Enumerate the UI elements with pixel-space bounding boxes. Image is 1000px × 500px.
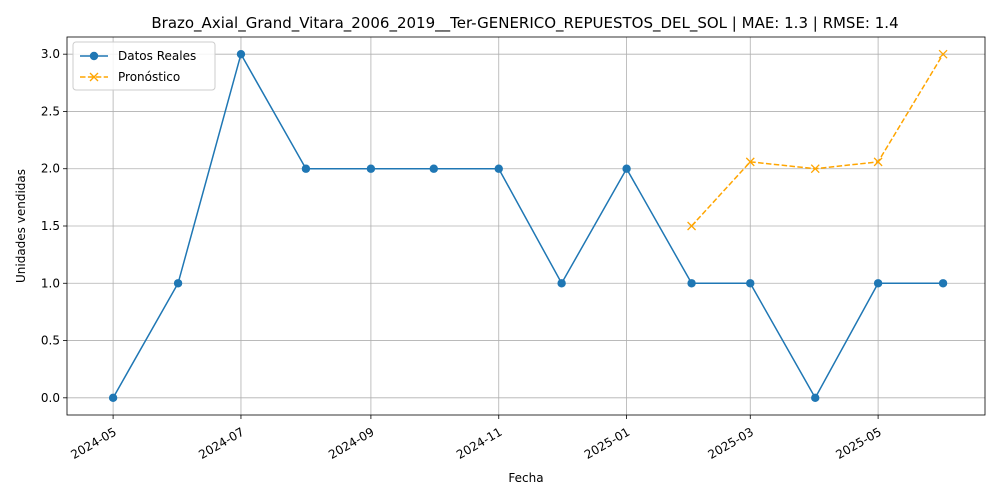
series-line-pron-stico — [691, 53, 944, 227]
series-layer — [108, 49, 948, 403]
data-point-stroke — [687, 221, 697, 231]
x-tick-label: 2025-03 — [706, 425, 756, 462]
y-tick-label: 0.0 — [41, 391, 60, 405]
data-point — [108, 393, 118, 403]
legend-swatch-marker — [89, 51, 99, 61]
y-tick-label: 2.0 — [41, 162, 60, 176]
data-point — [810, 164, 820, 174]
x-tick-label: 2024-09 — [326, 425, 376, 462]
x-tick-label: 2024-07 — [196, 425, 246, 462]
data-point — [494, 164, 503, 173]
legend-item: Pronóstico — [80, 70, 180, 84]
data-point-stroke — [873, 157, 883, 167]
data-point — [687, 221, 697, 231]
data-point-stroke — [938, 49, 948, 59]
data-point — [938, 279, 948, 288]
data-point — [236, 49, 246, 59]
legend-swatch-marker — [89, 72, 99, 82]
data-point — [557, 279, 566, 288]
data-point — [811, 393, 820, 403]
y-tick-label: 3.0 — [41, 47, 60, 61]
data-point — [745, 157, 755, 167]
y-tick-label: 2.5 — [41, 104, 60, 118]
data-point — [301, 164, 311, 173]
y-tick-label: 1.0 — [41, 276, 60, 290]
grid-layer — [67, 37, 985, 415]
x-axis: 2024-05 2024-07 2024-09 2024-11 2025-01 2025-… — [68, 415, 884, 462]
data-point — [366, 164, 376, 173]
y-tick-label: 1.5 — [41, 219, 60, 233]
data-point — [873, 157, 883, 167]
x-tick-label: 2024-05 — [68, 425, 118, 462]
data-point-stroke — [745, 157, 755, 167]
data-point-stroke — [810, 164, 820, 174]
data-point — [429, 164, 438, 173]
legend-label: Datos Reales — [118, 49, 196, 63]
legend-label: Pronóstico — [118, 70, 180, 84]
data-point — [687, 279, 696, 288]
legend-item: Datos Reales — [80, 49, 196, 63]
data-point — [938, 49, 948, 59]
series-line-datos-reales — [112, 52, 944, 400]
data-point — [173, 279, 183, 288]
legend-items: Datos Reales Pronóstico — [80, 49, 196, 84]
x-tick-label: 2025-01 — [582, 425, 632, 462]
x-tick-label: 2024-11 — [454, 425, 504, 462]
x-axis-label: Fecha — [508, 471, 543, 485]
y-axis: 0.0 0.5 1.0 1.5 2.0 2.5 3.0 — [41, 47, 67, 405]
data-point — [873, 279, 883, 288]
y-axis-label: Unidades vendidas — [14, 169, 28, 283]
chart-title: Brazo_Axial_Grand_Vitara_2006_2019__Ter-… — [151, 14, 898, 33]
y-tick-label: 0.5 — [41, 334, 60, 348]
data-point — [622, 164, 631, 173]
data-point — [746, 279, 755, 288]
legend: Datos Reales Pronóstico — [72, 41, 216, 91]
legend-box — [72, 41, 216, 91]
x-tick-label: 2025-05 — [833, 425, 883, 462]
